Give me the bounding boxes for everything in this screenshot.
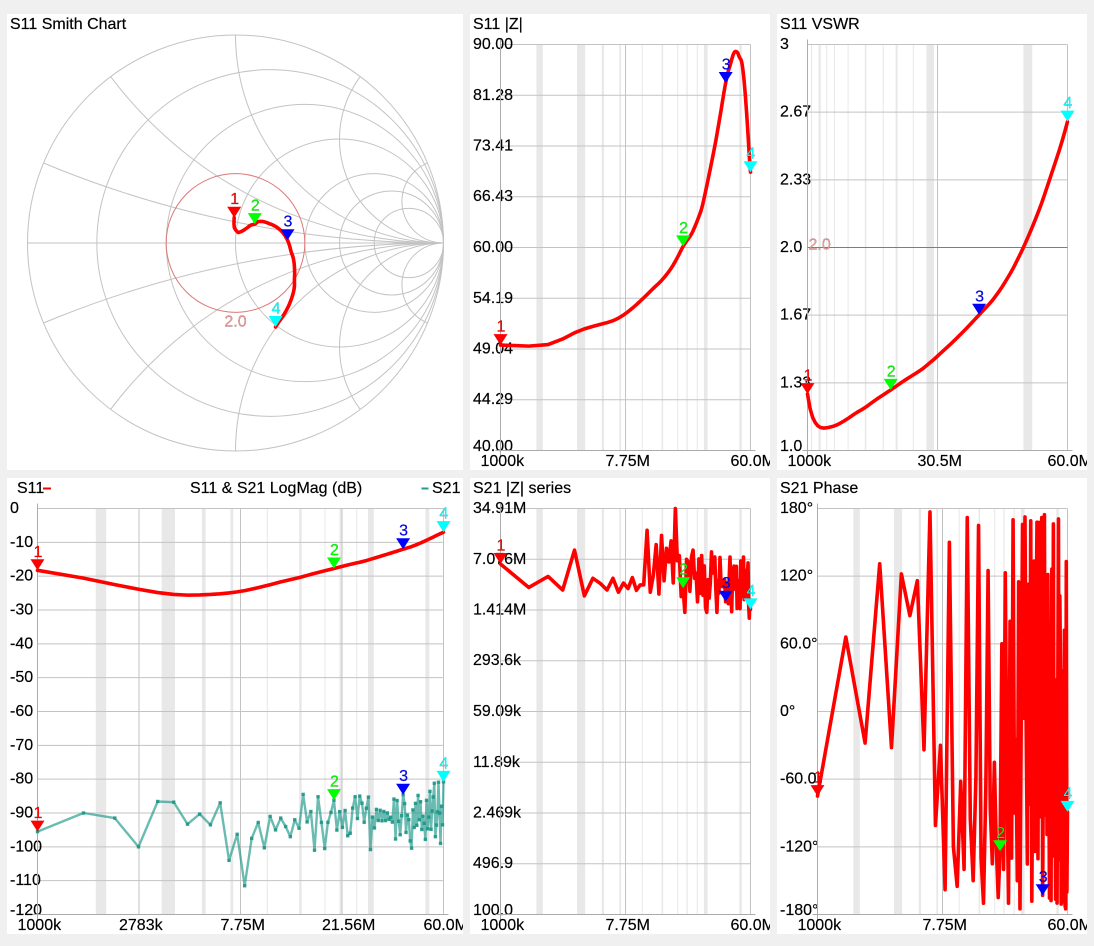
svg-text:-30: -30: [10, 602, 33, 619]
svg-text:3: 3: [284, 214, 293, 231]
svg-text:-60: -60: [10, 703, 33, 720]
svg-text:2.0: 2.0: [809, 237, 831, 254]
svg-text:1: 1: [34, 805, 43, 822]
svg-text:60.0M: 60.0M: [1048, 453, 1088, 470]
svg-text:2783k: 2783k: [119, 917, 164, 934]
svg-text:54.19: 54.19: [473, 290, 513, 307]
svg-text:3: 3: [399, 768, 408, 785]
svg-text:S21 Phase: S21 Phase: [780, 480, 858, 497]
svg-text:S11: S11: [17, 480, 44, 497]
svg-text:7.75M: 7.75M: [606, 453, 650, 470]
svg-text:3: 3: [399, 523, 408, 540]
svg-text:1000k: 1000k: [798, 917, 843, 934]
svg-text:-110: -110: [10, 872, 41, 889]
svg-text:293.6k: 293.6k: [473, 652, 522, 669]
svg-text:2: 2: [251, 198, 260, 215]
svg-text:7.75M: 7.75M: [221, 917, 265, 934]
svg-text:2.469k: 2.469k: [473, 805, 522, 822]
svg-text:60.0M: 60.0M: [1048, 917, 1088, 934]
svg-text:1: 1: [230, 191, 239, 208]
svg-text:3: 3: [722, 57, 731, 74]
svg-text:60.0M: 60.0M: [424, 917, 464, 934]
svg-text:-180°: -180°: [780, 902, 818, 919]
svg-text:1: 1: [804, 368, 813, 385]
svg-text:1.0: 1.0: [780, 438, 802, 455]
svg-text:34.91M: 34.91M: [473, 500, 526, 517]
svg-text:S11 Smith Chart: S11 Smith Chart: [10, 16, 127, 33]
svg-text:2: 2: [996, 825, 1005, 842]
svg-text:-120°: -120°: [780, 838, 818, 855]
svg-text:2.0: 2.0: [780, 239, 802, 256]
svg-text:1: 1: [814, 770, 823, 787]
svg-text:1000k: 1000k: [788, 453, 833, 470]
svg-text:S11 |Z|: S11 |Z|: [473, 16, 523, 33]
svg-text:30.5M: 30.5M: [918, 453, 962, 470]
svg-text:4: 4: [747, 583, 756, 600]
svg-text:180°: 180°: [780, 500, 813, 517]
svg-text:2.67: 2.67: [780, 104, 811, 121]
svg-text:4: 4: [1064, 95, 1073, 112]
svg-text:11.89k: 11.89k: [473, 754, 521, 771]
svg-text:1.414M: 1.414M: [473, 602, 526, 619]
svg-text:73.41: 73.41: [473, 138, 513, 155]
svg-text:1: 1: [34, 544, 43, 561]
svg-text:7.75M: 7.75M: [606, 917, 650, 934]
svg-text:-90: -90: [10, 805, 33, 822]
svg-text:2.33: 2.33: [780, 171, 811, 188]
svg-text:120°: 120°: [780, 568, 813, 585]
svg-text:-100: -100: [10, 838, 42, 855]
svg-text:4: 4: [440, 755, 449, 772]
svg-text:3: 3: [975, 288, 984, 305]
svg-text:S11 & S21 LogMag (dB): S11 & S21 LogMag (dB): [190, 480, 362, 497]
svg-text:S11 VSWR: S11 VSWR: [780, 16, 860, 33]
svg-text:2: 2: [679, 220, 688, 237]
svg-text:496.9: 496.9: [473, 855, 513, 872]
svg-text:2: 2: [679, 562, 688, 579]
svg-text:66.43: 66.43: [473, 188, 513, 205]
svg-text:60.00: 60.00: [473, 239, 513, 256]
svg-text:59.09k: 59.09k: [473, 703, 522, 720]
svg-text:60.0M: 60.0M: [731, 917, 771, 934]
svg-text:1000k: 1000k: [481, 453, 526, 470]
svg-text:0: 0: [10, 500, 19, 517]
svg-text:90.00: 90.00: [473, 36, 513, 53]
svg-text:-20: -20: [10, 568, 33, 585]
svg-text:81.28: 81.28: [473, 87, 513, 104]
svg-text:-80: -80: [10, 771, 33, 788]
svg-text:7.75M: 7.75M: [923, 917, 967, 934]
svg-text:S21: S21: [432, 480, 461, 497]
svg-text:4: 4: [272, 301, 281, 318]
svg-text:4: 4: [747, 146, 756, 163]
svg-text:60.0M: 60.0M: [731, 453, 771, 470]
svg-text:-70: -70: [10, 737, 33, 754]
svg-text:1.67: 1.67: [780, 307, 811, 324]
svg-text:-40: -40: [10, 635, 33, 652]
svg-text:2: 2: [887, 363, 896, 380]
svg-text:1: 1: [497, 319, 506, 336]
svg-text:21.56M: 21.56M: [322, 917, 375, 934]
svg-text:2: 2: [330, 774, 339, 791]
svg-text:S21 |Z| series: S21 |Z| series: [473, 480, 571, 497]
svg-text:44.29: 44.29: [473, 391, 513, 408]
svg-text:4: 4: [1064, 785, 1073, 802]
svg-text:1000k: 1000k: [481, 917, 526, 934]
svg-text:1000k: 1000k: [18, 917, 63, 934]
svg-text:-60.0°: -60.0°: [780, 771, 823, 788]
svg-text:-10: -10: [10, 534, 33, 551]
svg-text:2.0: 2.0: [224, 313, 246, 330]
svg-text:3: 3: [780, 36, 789, 53]
svg-text:1: 1: [497, 538, 506, 555]
svg-text:-50: -50: [10, 669, 33, 686]
svg-text:3: 3: [722, 575, 731, 592]
svg-text:60.0°: 60.0°: [780, 635, 818, 652]
svg-text:4: 4: [440, 506, 449, 523]
svg-text:2: 2: [330, 542, 339, 559]
svg-text:0°: 0°: [780, 703, 795, 720]
svg-text:3: 3: [1039, 869, 1048, 886]
svg-text:49.04: 49.04: [473, 341, 513, 358]
